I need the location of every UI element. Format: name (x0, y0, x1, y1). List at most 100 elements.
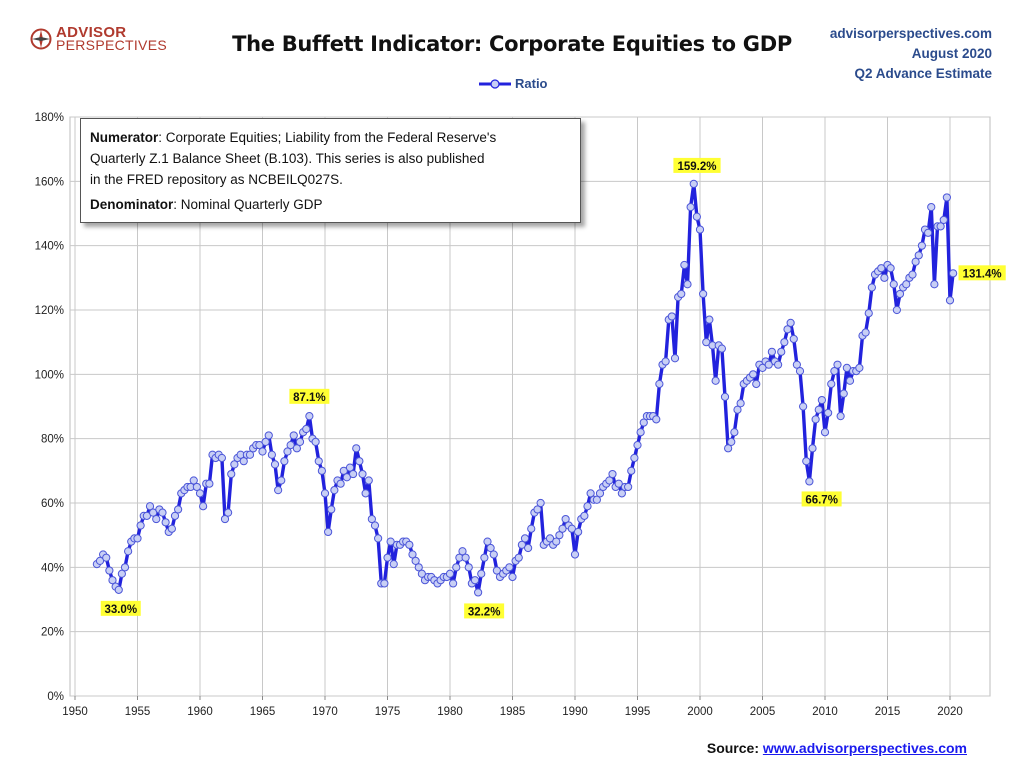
data-point (717, 344, 726, 353)
data-point (727, 437, 736, 446)
data-point (895, 289, 905, 299)
data-point (892, 305, 901, 315)
data-point (639, 418, 648, 427)
data-point (592, 495, 601, 504)
data-point (839, 389, 848, 398)
data-point (311, 437, 320, 446)
data-point (867, 283, 876, 292)
x-tick-label: 1980 (437, 706, 463, 718)
data-point (227, 469, 236, 479)
data-point (245, 450, 255, 459)
data-point (524, 543, 533, 553)
data-point (749, 370, 758, 379)
data-point (786, 318, 795, 327)
annotation-label: 159.2% (677, 161, 716, 173)
data-point (805, 477, 814, 486)
data-point (289, 431, 298, 440)
data-point (195, 489, 205, 498)
data-point (886, 264, 895, 273)
data-point (736, 399, 745, 408)
data-point (914, 251, 923, 260)
data-point (911, 257, 920, 266)
data-point (345, 463, 355, 472)
data-point (292, 444, 301, 453)
report-date: August 2020 (911, 46, 992, 61)
annotation-highlight (100, 600, 141, 616)
x-tick-label: 1975 (375, 706, 401, 718)
data-point (339, 466, 348, 475)
data-point (161, 518, 170, 527)
numerator-text-3: in the FRED repository as NCBEILQ027S. (90, 172, 343, 187)
x-tick-label: 1995 (625, 706, 651, 718)
data-point (945, 296, 955, 305)
source-link[interactable]: www.advisorperspectives.com (762, 740, 967, 756)
data-point (949, 269, 958, 278)
data-point (617, 489, 626, 498)
data-point (324, 527, 333, 537)
data-point (795, 367, 805, 376)
data-point (283, 447, 292, 456)
data-point (95, 556, 105, 566)
data-point (364, 476, 373, 485)
data-point (827, 379, 836, 389)
data-point (317, 466, 326, 475)
denominator-text: : Nominal Quarterly GDP (173, 197, 323, 212)
data-point (861, 328, 870, 337)
data-point (752, 379, 761, 389)
data-point (189, 476, 198, 485)
y-tick-label: 0% (47, 691, 64, 703)
data-point (864, 309, 873, 318)
data-point (220, 514, 230, 524)
legend: Ratio (478, 76, 548, 91)
data-point (574, 527, 583, 537)
data-point (780, 338, 789, 347)
data-point (545, 534, 555, 543)
data-point (483, 537, 492, 546)
series-layer (92, 179, 958, 597)
data-point (633, 441, 642, 450)
data-point (720, 392, 730, 401)
data-point (477, 569, 486, 578)
data-point (889, 280, 898, 289)
data-point (358, 469, 367, 479)
data-point (124, 547, 133, 556)
annotation-highlight (289, 388, 330, 404)
data-point (367, 514, 376, 524)
data-point (464, 563, 473, 572)
data-point (917, 241, 926, 250)
data-point (627, 466, 636, 475)
x-tick-label: 1950 (62, 706, 88, 718)
estimate-label: Q2 Advance Estimate (854, 66, 992, 81)
chart-title: The Buffett Indicator: Corporate Equitie… (232, 32, 792, 56)
data-point (274, 486, 283, 495)
data-point (758, 363, 767, 372)
data-point (305, 412, 314, 421)
legend-line-icon (479, 78, 511, 89)
data-point (939, 215, 948, 225)
data-point (880, 273, 889, 282)
data-point (239, 457, 248, 466)
data-point (414, 563, 423, 572)
data-point (445, 569, 455, 578)
data-point (533, 505, 542, 514)
data-point (527, 524, 536, 533)
y-tick-label: 80% (41, 434, 64, 446)
data-point (474, 588, 483, 597)
data-point (711, 376, 720, 385)
data-point (683, 280, 692, 289)
data-point (158, 508, 167, 517)
data-point (199, 502, 208, 511)
x-tick-label: 2015 (875, 706, 901, 718)
data-point (386, 537, 395, 546)
logo-line-2: PERSPECTIVES (56, 37, 167, 53)
data-point (855, 363, 864, 372)
data-point (461, 553, 470, 562)
data-point (845, 376, 855, 385)
data-point (558, 524, 567, 533)
data-point (705, 315, 714, 324)
x-tick-label: 2000 (687, 706, 713, 718)
data-point (942, 193, 951, 202)
data-point (877, 264, 886, 273)
data-point (355, 457, 364, 466)
legend-label: Ratio (515, 76, 548, 91)
